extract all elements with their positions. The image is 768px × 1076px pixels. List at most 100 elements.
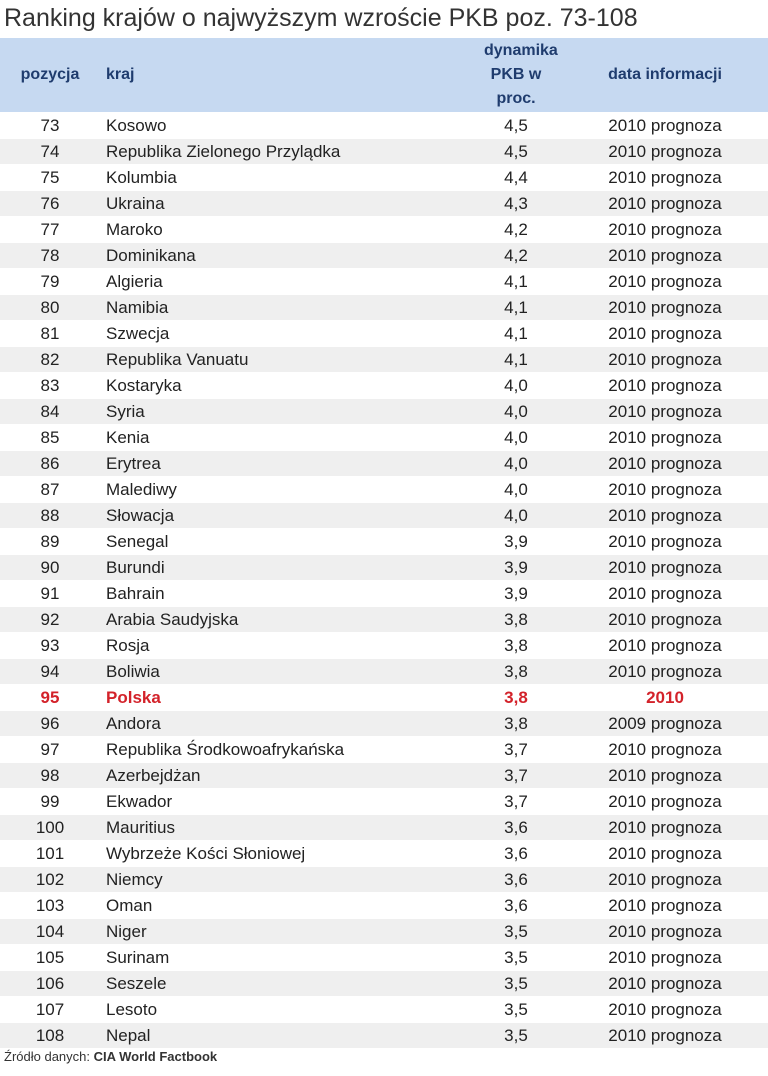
table-row: 94 Boliwia 3,8 2010 prognoza [0,658,768,685]
table-row: 77 Maroko 4,2 2010 prognoza [0,216,768,243]
date-cell: 2010 prognoza [562,242,768,269]
date-cell: 2010 prognoza [562,138,768,165]
table-row: 83 Kostaryka 4,0 2010 prognoza [0,372,768,399]
country-cell: Ekwador [100,788,470,815]
value-cell: 4,2 [470,216,562,243]
position-cell: 105 [0,944,100,971]
country-cell: Andora [100,710,470,737]
country-cell: Polska [100,684,470,711]
value-cell: 4,1 [470,294,562,321]
table-row: 107 Lesoto 3,5 2010 prognoza [0,996,768,1023]
header-cell: pozycja [0,38,100,113]
position-cell: 108 [0,1022,100,1048]
table-row: 96 Andora 3,8 2009 prognoza [0,710,768,737]
value-cell: 3,9 [470,554,562,581]
value-cell: 4,0 [470,424,562,451]
position-cell: 75 [0,164,100,191]
country-cell: Oman [100,892,470,919]
value-cell: 4,0 [470,398,562,425]
position-cell: 92 [0,606,100,633]
value-cell: 4,2 [470,242,562,269]
position-cell: 85 [0,424,100,451]
date-cell: 2010 prognoza [562,346,768,373]
position-cell: 83 [0,372,100,399]
date-cell: 2010 prognoza [562,580,768,607]
country-cell: Republika Środkowoafrykańska [100,736,470,763]
date-cell: 2010 prognoza [562,450,768,477]
table-row: 99 Ekwador 3,7 2010 prognoza [0,788,768,815]
date-cell: 2010 prognoza [562,736,768,763]
value-cell: 3,5 [470,944,562,971]
header-row: pozycja kraj dynamika PKB w proc. data info… [0,38,768,113]
date-cell: 2010 prognoza [562,944,768,971]
value-cell: 3,7 [470,736,562,763]
date-cell: 2010 prognoza [562,762,768,789]
position-cell: 107 [0,996,100,1023]
country-cell: Arabia Saudyjska [100,606,470,633]
country-cell: Rosja [100,632,470,659]
date-cell: 2010 prognoza [562,1022,768,1048]
position-cell: 99 [0,788,100,815]
value-cell: 3,7 [470,788,562,815]
position-cell: 106 [0,970,100,997]
date-cell: 2010 prognoza [562,814,768,841]
position-cell: 98 [0,762,100,789]
table-row: 81 Szwecja 4,1 2010 prognoza [0,320,768,347]
date-cell: 2010 prognoza [562,788,768,815]
table-row: 85 Kenia 4,0 2010 prognoza [0,424,768,451]
table-row: 104 Niger 3,5 2010 prognoza [0,918,768,945]
date-cell: 2010 prognoza [562,866,768,893]
country-cell: Lesoto [100,996,470,1023]
value-cell: 3,8 [470,632,562,659]
country-cell: Kosowo [100,112,470,139]
table-row: 93 Rosja 3,8 2010 prognoza [0,632,768,659]
table-row: 87 Malediwy 4,0 2010 prognoza [0,476,768,503]
table-row: 101 Wybrzeże Kości Słoniowej 3,6 2010 progn… [0,840,768,867]
country-cell: Kostaryka [100,372,470,399]
position-cell: 94 [0,658,100,685]
source-label: Źródło danych: [4,1049,90,1064]
date-cell: 2010 prognoza [562,658,768,685]
value-cell: 4,4 [470,164,562,191]
table-row: 73 Kosowo 4,5 2010 prognoza [0,112,768,139]
table-row: 91 Bahrain 3,9 2010 prognoza [0,580,768,607]
value-cell: 4,0 [470,372,562,399]
country-cell: Bahrain [100,580,470,607]
position-cell: 87 [0,476,100,503]
value-cell: 3,5 [470,996,562,1023]
country-cell: Szwecja [100,320,470,347]
position-cell: 74 [0,138,100,165]
position-cell: 76 [0,190,100,217]
table: pozycja kraj dynamika PKB w proc. data info… [0,38,768,1048]
value-cell: 3,8 [470,606,562,633]
country-cell: Maroko [100,216,470,243]
value-cell: 3,8 [470,684,562,711]
country-cell: Republika Zielonego Przylądka [100,138,470,165]
table-row: 74 Republika Zielonego Przylądka 4,5 2010 p… [0,138,768,165]
country-cell: Kenia [100,424,470,451]
table-row: 105 Surinam 3,5 2010 prognoza [0,944,768,971]
date-cell: 2010 prognoza [562,372,768,399]
table-row: 88 Słowacja 4,0 2010 prognoza [0,502,768,529]
country-cell: Azerbejdżan [100,762,470,789]
table-row: 108 Nepal 3,5 2010 prognoza [0,1022,768,1048]
value-cell: 4,0 [470,450,562,477]
country-cell: Kolumbia [100,164,470,191]
value-cell: 4,3 [470,190,562,217]
value-cell: 3,7 [470,762,562,789]
position-cell: 88 [0,502,100,529]
date-cell: 2010 prognoza [562,502,768,529]
country-cell: Senegal [100,528,470,555]
position-cell: 95 [0,684,100,711]
position-cell: 82 [0,346,100,373]
date-cell: 2010 prognoza [562,164,768,191]
country-cell: Ukraina [100,190,470,217]
position-cell: 102 [0,866,100,893]
value-cell: 3,8 [470,710,562,737]
date-cell: 2010 prognoza [562,996,768,1023]
date-cell: 2010 prognoza [562,476,768,503]
date-cell: 2010 prognoza [562,424,768,451]
table-row: 90 Burundi 3,9 2010 prognoza [0,554,768,581]
header-cell: dynamika PKB w proc. [470,38,562,113]
